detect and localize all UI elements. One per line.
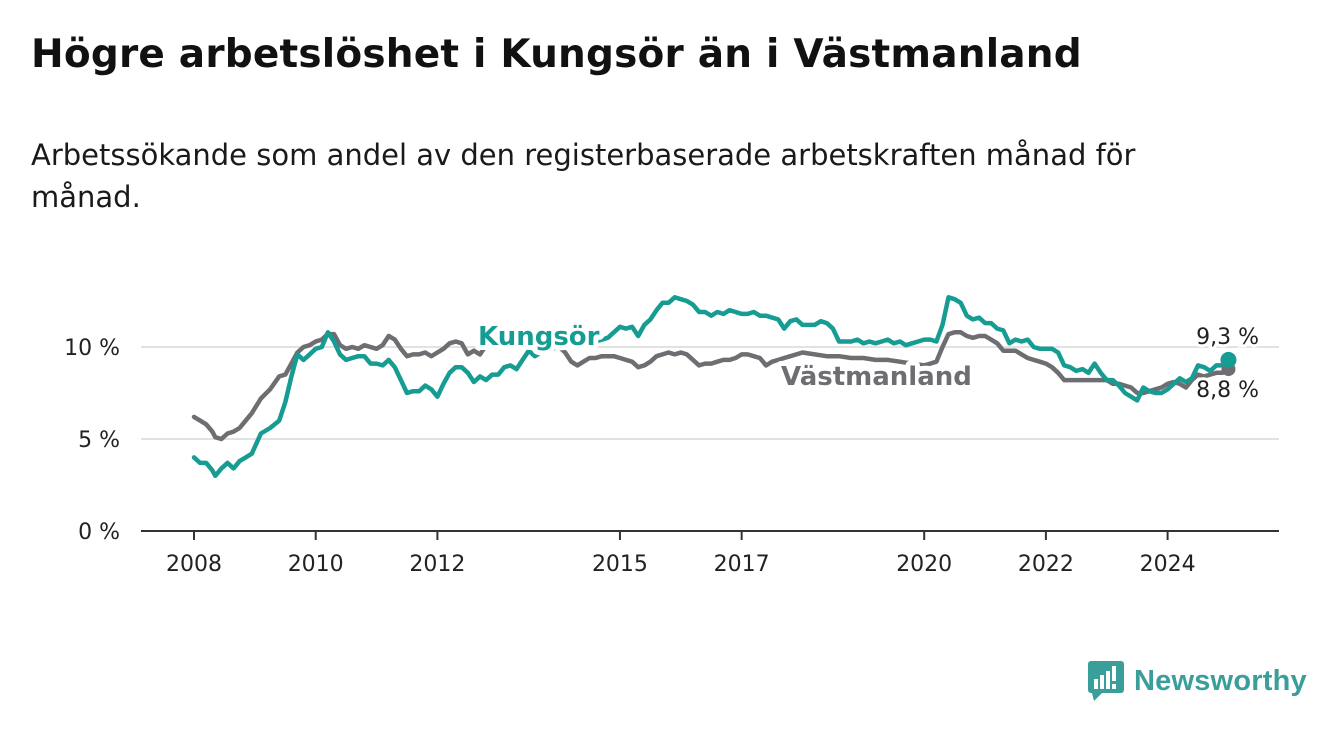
newsworthy-logo-icon <box>1088 661 1124 701</box>
chart-subtitle: Arbetssökande som andel av den registerb… <box>31 138 1136 214</box>
x-tick-label: 2020 <box>896 552 952 577</box>
y-axis-ticks: 0 % 5 % 10 % <box>64 336 120 545</box>
end-value-kungsor: 9,3 % <box>1196 325 1259 350</box>
gridlines <box>141 346 1279 532</box>
y-tick-label: 0 % <box>78 520 120 545</box>
series-lines <box>191 295 1231 479</box>
end-value-vastmanland: 8,8 % <box>1196 378 1259 403</box>
x-tick-label: 2024 <box>1140 552 1196 577</box>
brand-name: Newsworthy <box>1134 664 1307 697</box>
series-line-kungsor <box>191 295 1231 479</box>
x-axis-ticks: 2008 2010 2012 2015 2017 2020 2022 2024 <box>166 531 1196 577</box>
end-marker-kungsor <box>1220 351 1237 368</box>
series-labels: Kungsör Västmanland 9,3 % 8,8 % <box>473 317 1262 406</box>
chart-title: Högre arbetslöshet i Kungsör än i Västma… <box>31 32 1082 77</box>
series-label-kungsor: Kungsör <box>478 322 600 352</box>
brand-logo: Newsworthy <box>1088 661 1307 701</box>
y-tick-label: 10 % <box>64 336 120 361</box>
series-label-vastmanland: Västmanland <box>781 362 972 392</box>
y-tick-label: 5 % <box>78 428 120 453</box>
x-tick-label: 2015 <box>592 552 648 577</box>
series-line-vastmanland <box>191 330 1231 442</box>
x-tick-label: 2012 <box>409 552 465 577</box>
x-tick-label: 2010 <box>288 552 344 577</box>
x-tick-label: 2017 <box>714 552 770 577</box>
x-tick-label: 2022 <box>1018 552 1074 577</box>
x-tick-label: 2008 <box>166 552 222 577</box>
